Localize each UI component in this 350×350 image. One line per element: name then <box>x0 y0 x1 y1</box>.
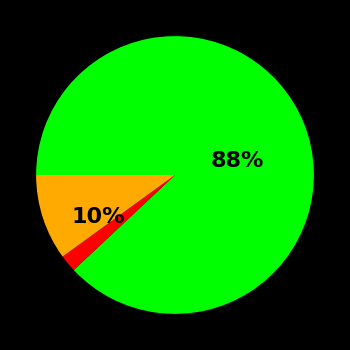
Wedge shape <box>63 175 175 270</box>
Wedge shape <box>36 36 314 314</box>
Text: 10%: 10% <box>72 206 125 227</box>
Text: 88%: 88% <box>211 151 264 171</box>
Wedge shape <box>36 175 175 257</box>
